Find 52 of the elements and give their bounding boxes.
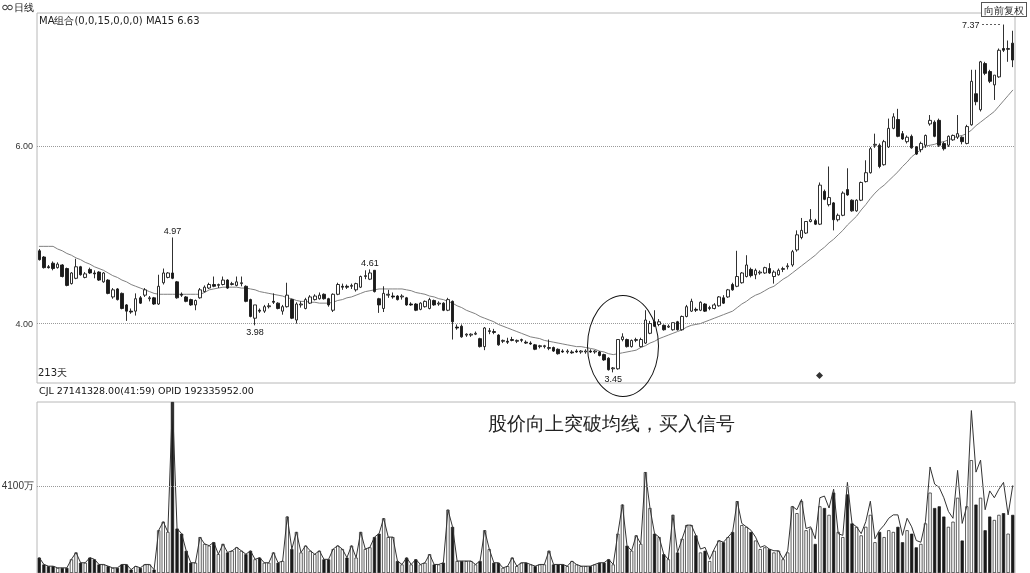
candlestick	[240, 276, 243, 287]
annotation: MA组合(0,0,15,0,0,0) MA15 6.63	[39, 14, 200, 26]
candlestick	[818, 182, 822, 226]
annotation: 向前复权	[984, 4, 1024, 16]
candlestick	[221, 276, 225, 286]
annotation: 股价向上突破均线，买入信号	[488, 411, 735, 434]
y-tick-label: 4.00	[15, 318, 33, 329]
bar	[877, 531, 882, 573]
bar	[597, 562, 602, 573]
candlestick	[423, 300, 427, 309]
candlestick	[97, 270, 101, 282]
annotation: 213天	[38, 366, 68, 378]
bar	[845, 494, 850, 573]
annotation: 3.45	[604, 373, 623, 384]
candlestick	[143, 287, 147, 298]
candlestick	[556, 347, 560, 356]
candlestick	[469, 332, 473, 338]
annotation: 4.97	[163, 225, 182, 236]
annotation: 4.61	[361, 257, 379, 268]
candlestick	[703, 302, 707, 313]
candlestick	[593, 349, 597, 355]
candlestick	[896, 108, 900, 138]
bar	[372, 537, 377, 573]
annotation: 3.98	[246, 326, 264, 337]
ref-line-label: 4100万	[1, 480, 34, 492]
candlestick	[579, 349, 583, 355]
candlestick	[671, 322, 675, 332]
chart-title: CJL 27141328.00(41:59) OPID 192335952.00	[39, 384, 254, 396]
line-series	[38, 89, 1014, 356]
candlestick	[345, 284, 349, 290]
bar	[822, 508, 827, 573]
candlestick	[198, 287, 202, 300]
candlestick	[524, 339, 528, 345]
candlestick	[547, 339, 551, 351]
candlestick	[570, 349, 574, 355]
candlestick	[267, 302, 271, 309]
candlestick	[781, 266, 785, 273]
candlestick	[850, 198, 854, 213]
bar	[46, 566, 51, 573]
candlestick	[175, 280, 179, 300]
candlestick	[51, 260, 55, 271]
candlestick	[791, 249, 794, 268]
candlestick	[662, 323, 666, 332]
candlestick	[492, 328, 496, 335]
y-tick-label: 6.00	[15, 141, 33, 152]
candlestick	[230, 281, 234, 286]
annotation: 7.37	[962, 19, 980, 30]
bar	[1001, 513, 1006, 573]
bar	[524, 562, 528, 573]
chart-title: 日线	[14, 1, 34, 13]
candlestick	[139, 295, 142, 305]
candlestick	[786, 262, 789, 270]
